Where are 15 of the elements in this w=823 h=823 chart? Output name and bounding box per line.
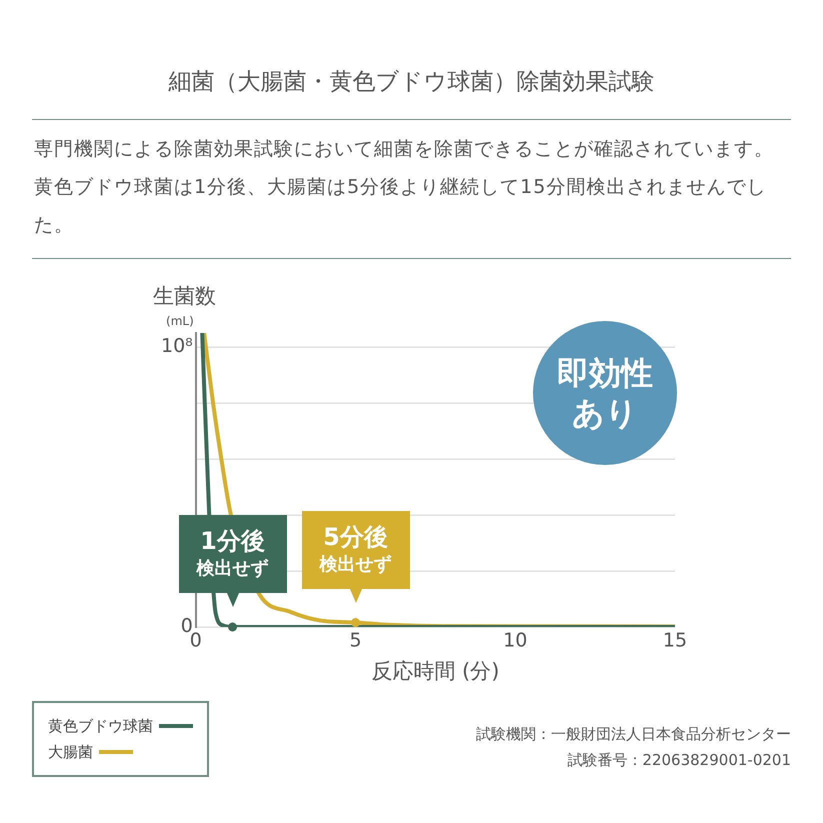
y-tick-label: 10⁸	[160, 334, 193, 357]
legend-label: 大腸菌	[48, 742, 93, 762]
chart-subtitle: 専門機関による除菌効果試験において細菌を除菌できることが確認されています。黄色ブドウ球菌は1分後、大腸菌は5分後より継続して15分間検出されませんでした。	[32, 119, 791, 259]
legend-label: 黄色ブドウ球菌	[48, 716, 153, 736]
text: 試験機関：一般財団法人日本食品分析センター	[476, 724, 791, 745]
annotation: 1分後検出せず	[196, 526, 269, 581]
annotation: 5分後検出せず	[320, 522, 392, 577]
x-tick-label: 15	[662, 629, 688, 652]
text: 試験番号：22063829001-0201	[566, 750, 791, 771]
x-tick-label: 5	[349, 629, 362, 652]
chart-title: 細菌（大腸菌・黄色ブドウ球菌）除菌効果試験	[168, 68, 656, 97]
y-axis-title: 生菌数 (mL)	[152, 284, 216, 328]
x-axis-title: 反応時間 (分)	[371, 658, 500, 683]
annotation: 即効性あり	[557, 353, 653, 433]
x-tick-label: 10	[503, 629, 528, 652]
